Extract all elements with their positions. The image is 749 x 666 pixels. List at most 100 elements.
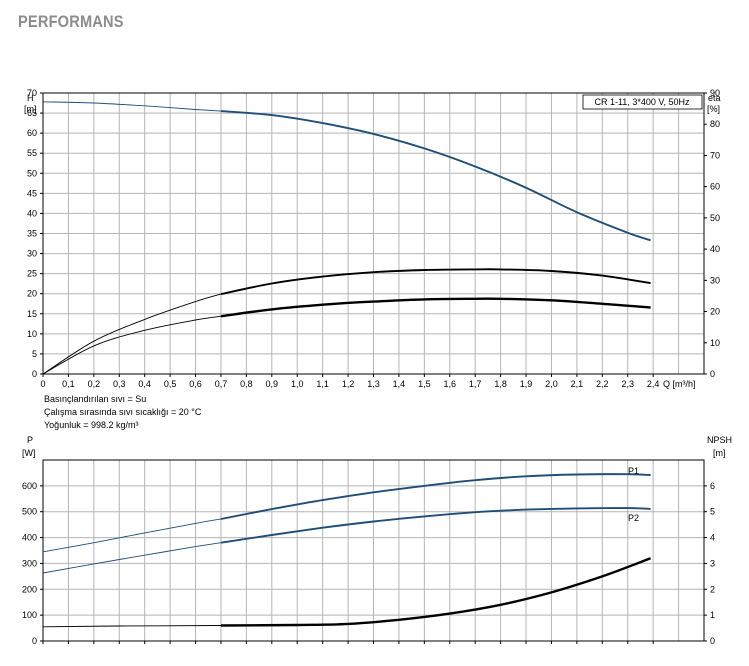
left-axis-tick-label: 0	[32, 636, 37, 646]
x-axis-tick-label: 1,8	[494, 379, 507, 389]
x-axis-tick-label: 1,9	[520, 379, 533, 389]
npsh-axis-unit: [m]	[713, 448, 726, 458]
left-axis-tick-label: 55	[27, 148, 37, 158]
x-axis-tick-label: 0,4	[138, 379, 151, 389]
left-axis-tick-label: 600	[22, 481, 37, 491]
head-chart-axes: 0 5 10 15 20 25 30 35 40 45 50 55 60 65 70 0 10 20 30 40 50 6…	[27, 88, 720, 389]
left-axis-tick-label: 10	[27, 329, 37, 339]
left-axis-tick-label: 35	[27, 229, 37, 239]
series-line-npsh-extension	[42, 625, 222, 628]
left-axis-tick-label: 65	[27, 108, 37, 118]
right-axis-tick-label: 80	[710, 119, 720, 129]
x-axis-tick-label: 0,9	[266, 379, 279, 389]
left-axis-tick-label: 400	[22, 533, 37, 543]
right-axis-tick-label: 20	[710, 307, 720, 317]
condition-density: Yoğunluk = 998.2 kg/m³	[44, 420, 138, 430]
page-heading: PERFORMANS	[18, 12, 124, 31]
left-axis-tick-label: 25	[27, 269, 37, 279]
left-axis-tick-label: 20	[27, 289, 37, 299]
right-axis-tick-label: 5	[710, 507, 715, 517]
left-axis-tick-label: 50	[27, 168, 37, 178]
series-line-h-extension	[42, 101, 222, 112]
npsh-axis-name: NPSH	[707, 435, 732, 445]
power-chart-grid	[43, 460, 704, 641]
right-axis-tick-label: 0	[710, 369, 715, 379]
x-axis-tick-label: 1,5	[418, 379, 431, 389]
series-line-p2-extension	[42, 542, 222, 574]
x-axis-tick-label: 1,1	[316, 379, 329, 389]
x-axis-tick-label: 0	[40, 379, 45, 389]
right-axis-tick-label: 30	[710, 275, 720, 285]
left-axis-tick-label: 200	[22, 584, 37, 594]
left-axis-tick-label: 60	[27, 128, 37, 138]
left-axis-tick-label: 300	[22, 558, 37, 568]
right-axis-tick-label: 60	[710, 182, 720, 192]
head-chart-grid	[43, 92, 704, 374]
x-axis-tick-label: 0,2	[88, 379, 101, 389]
x-axis-tick-label: 1,2	[342, 379, 355, 389]
series-line-h	[220, 110, 651, 242]
left-axis-tick-label: 500	[22, 507, 37, 517]
left-axis-tick-label: 45	[27, 188, 37, 198]
x-axis-tick-label: 0,6	[189, 379, 202, 389]
right-axis-tick-label: 90	[710, 88, 720, 98]
left-axis-tick-label: 100	[22, 610, 37, 620]
series-line-p1	[220, 473, 651, 520]
right-axis-tick-label: 40	[710, 244, 720, 254]
series-line-eta-p3	[220, 297, 651, 318]
x-axis-tick-label: 1,7	[469, 379, 482, 389]
left-axis-tick-label: 70	[27, 88, 37, 98]
left-axis-tick-label: 5	[32, 349, 37, 359]
x-axis-tick-label: 1,0	[291, 379, 304, 389]
series-label-p2: P2	[628, 513, 639, 523]
series-line-eta	[220, 268, 651, 296]
left-axis-tick-label: 15	[27, 309, 37, 319]
x-axis-tick-label: 1,3	[367, 379, 380, 389]
legend-box	[582, 94, 703, 110]
x-axis-tick-label: 1,4	[393, 379, 406, 389]
right-axis-tick-label: 2	[710, 584, 715, 594]
legend-text: CR 1-11, 3*400 V, 50Hz	[594, 97, 690, 107]
condition-temperature: Çalışma sırasında sıvı sıcaklığı = 20 °C	[44, 407, 202, 417]
right-axis-tick-label: 70	[710, 150, 720, 160]
x-axis-tick-label: 2,4	[647, 379, 660, 389]
left-axis-tick-label: 0	[32, 369, 37, 379]
head-chart-lines	[42, 101, 651, 375]
flow-axis-label: Q [m³/h]	[663, 379, 696, 389]
x-axis-tick-label: 0,7	[215, 379, 228, 389]
right-axis-tick-label: 4	[710, 533, 715, 543]
power-chart-lines	[42, 473, 652, 628]
x-axis-tick-label: 1,6	[444, 379, 457, 389]
power-axis-unit: [W]	[22, 448, 36, 458]
series-line-npsh	[220, 557, 652, 627]
right-axis-tick-label: 0	[710, 636, 715, 646]
eta-axis-name: eta	[708, 93, 721, 103]
right-axis-tick-label: 3	[710, 558, 715, 568]
right-axis-tick-label: 10	[710, 338, 720, 348]
condition-liquid: Basınçlandırılan sıvı = Su	[44, 394, 146, 404]
x-axis-tick-label: 2,1	[571, 379, 584, 389]
series-line-eta-p3-extension	[42, 315, 222, 375]
left-axis-tick-label: 40	[27, 208, 37, 218]
right-axis-tick-label: 1	[710, 610, 715, 620]
series-line-p1-extension	[42, 518, 222, 553]
right-axis-tick-label: 50	[710, 213, 720, 223]
x-axis-tick-label: 0,5	[164, 379, 177, 389]
series-label-p1: P1	[628, 466, 639, 476]
head-axis-unit: [m]	[24, 104, 37, 114]
x-axis-tick-label: 0,8	[240, 379, 253, 389]
eta-axis-unit: [%]	[707, 104, 720, 114]
x-axis-tick-label: 2,2	[596, 379, 609, 389]
power-chart-axes: 0 100 200 300 400 500 600 0 1 2 3 4 5 6	[22, 481, 715, 646]
x-axis-tick-label: 0,3	[113, 379, 126, 389]
x-axis-tick-label: 2,3	[621, 379, 634, 389]
x-axis-tick-label: 0,1	[62, 379, 75, 389]
head-axis-name: H	[27, 93, 34, 103]
series-line-p2	[220, 507, 651, 544]
x-axis-tick-label: 2,0	[545, 379, 558, 389]
series-line-eta-extension	[42, 293, 222, 375]
left-axis-tick-label: 30	[27, 249, 37, 259]
right-axis-tick-label: 6	[710, 481, 715, 491]
power-axis-name: P	[27, 435, 33, 445]
